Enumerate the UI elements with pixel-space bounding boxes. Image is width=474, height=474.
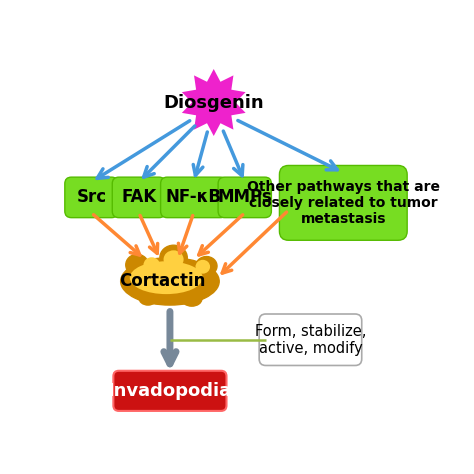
Text: FAK: FAK [121,188,156,206]
Ellipse shape [144,257,160,273]
FancyBboxPatch shape [161,177,227,218]
Text: Diosgenin: Diosgenin [164,93,264,111]
FancyBboxPatch shape [279,165,407,240]
Ellipse shape [195,260,210,273]
Text: MMPs: MMPs [218,188,272,206]
Ellipse shape [139,291,157,305]
Text: Cortactin: Cortactin [119,273,206,291]
Text: Form, stabilize,
active, modify: Form, stabilize, active, modify [255,324,366,356]
Ellipse shape [130,261,203,294]
Ellipse shape [196,256,217,275]
Ellipse shape [126,255,148,275]
FancyBboxPatch shape [218,177,272,218]
Polygon shape [179,66,248,139]
Text: Other pathways that are
closely related to tumor
metastasis: Other pathways that are closely related … [247,180,440,226]
Text: Invadopodia: Invadopodia [108,382,232,400]
FancyBboxPatch shape [65,177,118,218]
Text: Src: Src [76,188,107,206]
FancyBboxPatch shape [259,314,362,365]
Text: NF-κB: NF-κB [165,188,222,206]
FancyBboxPatch shape [113,371,227,411]
Ellipse shape [160,245,187,270]
Ellipse shape [182,292,202,306]
Ellipse shape [164,250,183,269]
FancyBboxPatch shape [112,177,165,218]
Ellipse shape [121,258,219,305]
